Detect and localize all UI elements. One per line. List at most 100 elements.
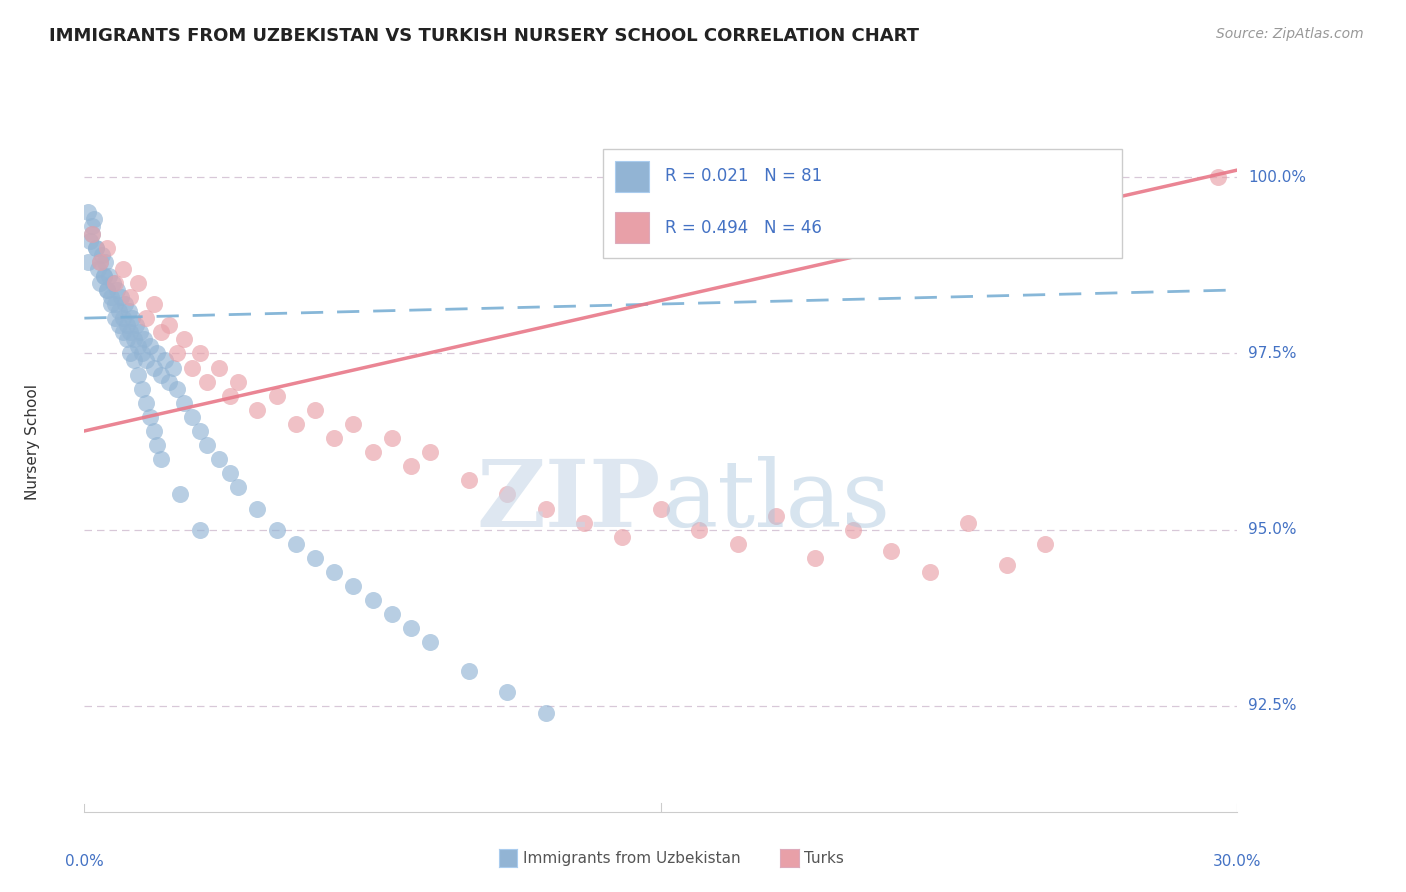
- Point: [110, 290, 132, 304]
- Point: [153, 353, 176, 368]
- Point: [96, 283, 118, 297]
- Point: [100, 297, 122, 311]
- Point: [129, 325, 152, 339]
- Point: [650, 501, 672, 516]
- Point: [87, 261, 110, 276]
- Point: [188, 523, 211, 537]
- Point: [115, 318, 138, 333]
- Point: [226, 480, 249, 494]
- Text: Turks: Turks: [804, 851, 844, 865]
- Point: [142, 360, 165, 375]
- Point: [150, 368, 173, 382]
- Point: [114, 297, 136, 311]
- Point: [105, 283, 128, 297]
- Point: [1206, 170, 1229, 185]
- Point: [361, 593, 384, 607]
- Point: [84, 241, 107, 255]
- Point: [111, 325, 134, 339]
- Point: [146, 346, 169, 360]
- Point: [138, 339, 160, 353]
- Bar: [614, 212, 650, 244]
- Point: [121, 311, 143, 326]
- Point: [80, 227, 103, 241]
- Point: [457, 664, 479, 678]
- Point: [323, 565, 346, 579]
- Point: [208, 360, 231, 375]
- Point: [995, 558, 1018, 572]
- Point: [146, 438, 169, 452]
- Point: [208, 452, 231, 467]
- Point: [120, 290, 142, 304]
- Point: [132, 332, 155, 346]
- Text: ZIP: ZIP: [477, 456, 661, 546]
- Point: [77, 205, 100, 219]
- Point: [150, 325, 173, 339]
- Point: [89, 276, 111, 290]
- Point: [120, 346, 142, 360]
- Point: [957, 516, 980, 530]
- Point: [688, 523, 710, 537]
- Point: [342, 417, 364, 431]
- Point: [93, 268, 115, 283]
- Point: [496, 487, 519, 501]
- Point: [195, 375, 218, 389]
- Point: [138, 409, 160, 424]
- Text: R = 0.494   N = 46: R = 0.494 N = 46: [665, 219, 821, 236]
- Text: 0.0%: 0.0%: [65, 854, 104, 869]
- Point: [842, 523, 865, 537]
- Point: [323, 431, 346, 445]
- Point: [803, 550, 825, 565]
- Point: [918, 565, 941, 579]
- Point: [80, 219, 103, 234]
- Point: [1033, 537, 1056, 551]
- Point: [94, 254, 117, 268]
- Text: Immigrants from Uzbekistan: Immigrants from Uzbekistan: [523, 851, 741, 865]
- Point: [100, 290, 122, 304]
- Point: [219, 467, 242, 481]
- Point: [104, 311, 127, 326]
- Point: [96, 283, 118, 297]
- Point: [266, 523, 288, 537]
- Point: [127, 276, 149, 290]
- Point: [284, 537, 307, 551]
- Bar: [614, 161, 650, 192]
- Point: [157, 318, 180, 333]
- Point: [419, 635, 441, 649]
- Point: [135, 353, 157, 368]
- Point: [219, 389, 242, 403]
- Point: [304, 550, 326, 565]
- Text: Nursery School: Nursery School: [25, 384, 39, 500]
- Point: [142, 297, 165, 311]
- Point: [111, 261, 134, 276]
- Point: [181, 360, 204, 375]
- Point: [104, 297, 127, 311]
- Text: 97.5%: 97.5%: [1249, 346, 1296, 361]
- Point: [84, 241, 107, 255]
- Point: [166, 346, 188, 360]
- Point: [612, 530, 634, 544]
- Point: [169, 487, 191, 501]
- Point: [131, 346, 153, 360]
- Point: [226, 375, 249, 389]
- Point: [108, 304, 131, 318]
- Point: [157, 375, 180, 389]
- Text: 30.0%: 30.0%: [1213, 854, 1261, 869]
- Point: [880, 544, 903, 558]
- Point: [342, 579, 364, 593]
- Point: [727, 537, 749, 551]
- Point: [304, 402, 326, 417]
- Point: [89, 254, 111, 268]
- Point: [534, 706, 557, 720]
- Point: [131, 382, 153, 396]
- Point: [246, 501, 269, 516]
- Point: [173, 332, 195, 346]
- Point: [399, 621, 422, 635]
- Point: [135, 311, 157, 326]
- Point: [419, 445, 441, 459]
- Text: 95.0%: 95.0%: [1249, 522, 1296, 537]
- Text: Source: ZipAtlas.com: Source: ZipAtlas.com: [1216, 27, 1364, 41]
- Point: [80, 227, 103, 241]
- Point: [117, 304, 139, 318]
- Point: [381, 607, 404, 622]
- Point: [127, 368, 149, 382]
